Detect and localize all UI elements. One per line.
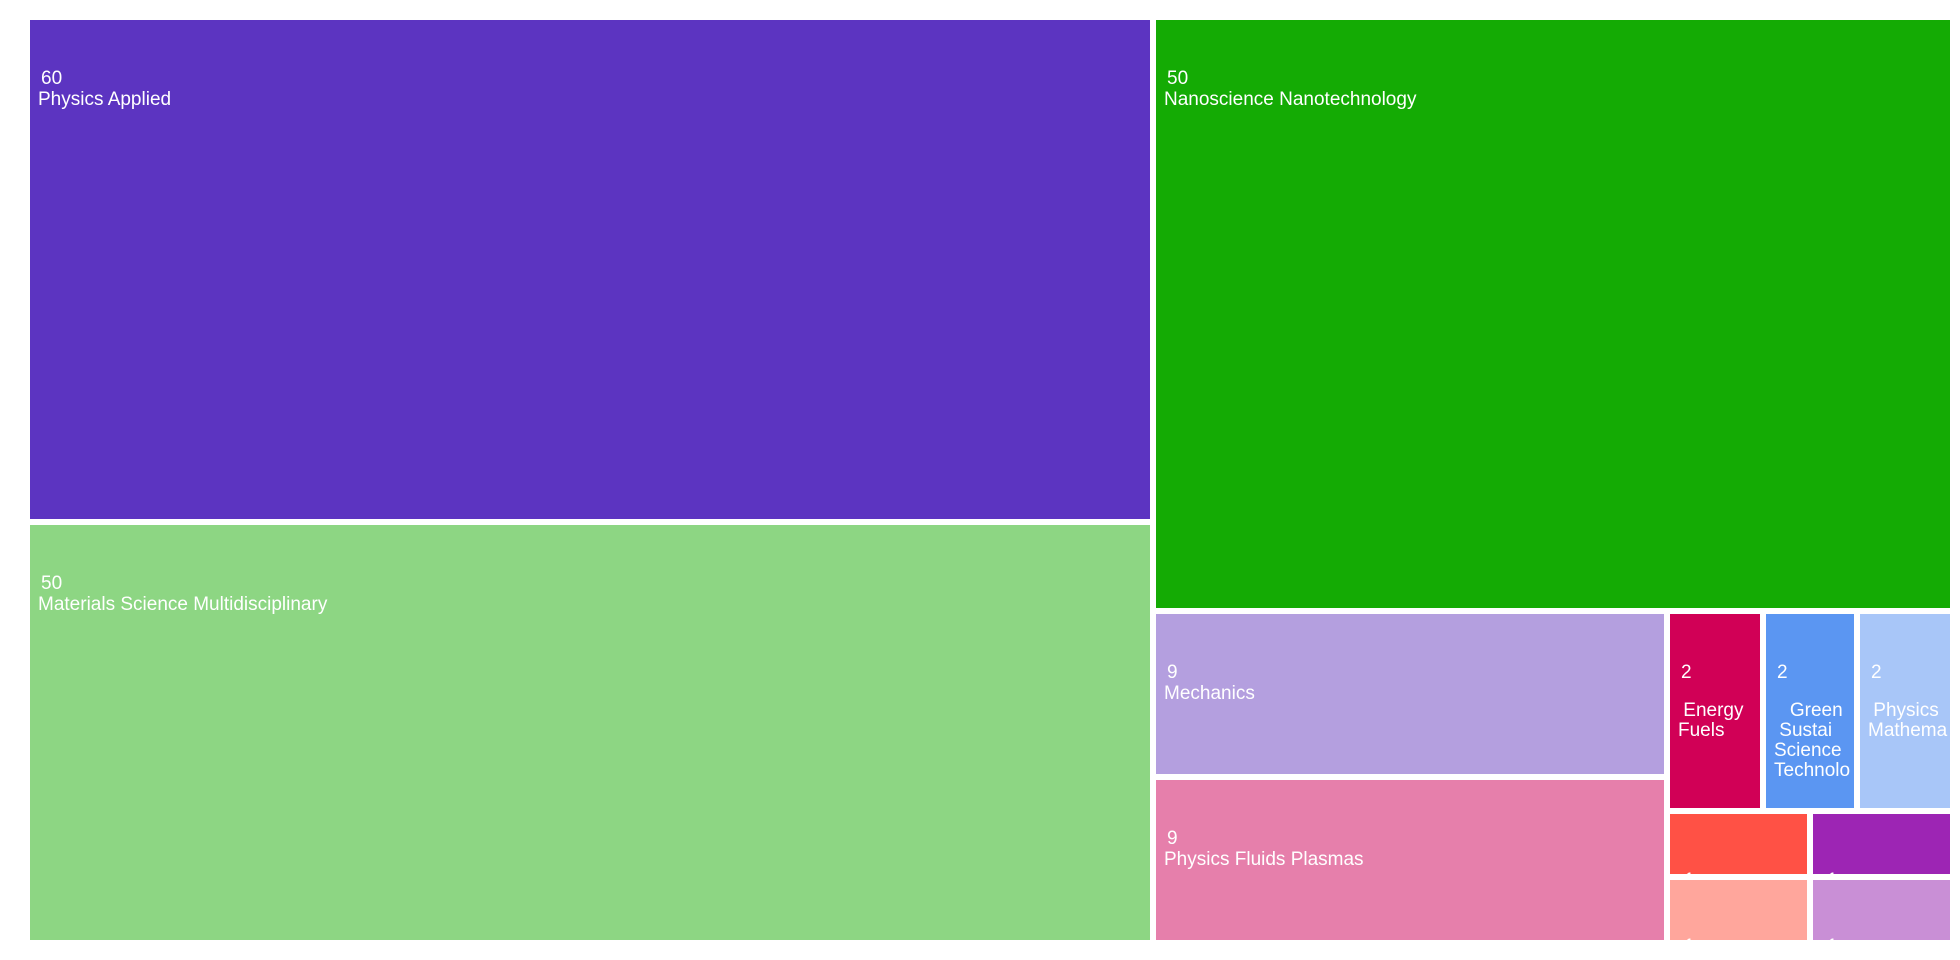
treemap-tile[interactable]: 60 Physics Applied xyxy=(30,20,1150,519)
tile-value: 2 xyxy=(1777,662,1788,683)
tile-value: 50 xyxy=(41,573,63,594)
tile-value: 1 xyxy=(1684,870,1695,874)
treemap-tile[interactable]: 50 Nanoscience Nanotechnology xyxy=(1156,20,1950,608)
treemap-tile[interactable]: 2 Physics Mathema xyxy=(1860,614,1950,808)
tile-value: 2 xyxy=(1871,662,1882,683)
tile-value: 9 xyxy=(1167,828,1178,849)
tile-label: Nanoscience Nanotechnology xyxy=(1164,89,1417,110)
treemap-tile[interactable]: 2 Green Sustai Science Technolo xyxy=(1766,614,1854,808)
treemap-tile[interactable]: 9 Mechanics xyxy=(1156,614,1664,774)
tile-label: Physics Fluids Plasmas xyxy=(1164,849,1364,870)
tile-label: Physics Applied xyxy=(38,89,172,110)
treemap-tile[interactable]: 1 xyxy=(1813,880,1950,940)
treemap-tile[interactable]: 1 xyxy=(1670,880,1807,940)
treemap-tile[interactable]: 50 Materials Science Multidisciplinary xyxy=(30,525,1150,940)
tile-value: 9 xyxy=(1167,662,1178,683)
tile-value: 60 xyxy=(41,68,63,89)
treemap-tile[interactable]: 9 Physics Fluids Plasmas xyxy=(1156,780,1664,940)
treemap-tile[interactable]: 2 Energy Fuels xyxy=(1670,614,1760,808)
treemap-tile[interactable]: 1 xyxy=(1813,814,1950,874)
tile-value: 1 xyxy=(1684,936,1695,940)
tile-value: 1 xyxy=(1827,936,1838,940)
tile-label: Physics Mathema xyxy=(1868,700,1948,741)
tile-label: Green Sustai Science Technolo xyxy=(1774,700,1851,781)
treemap-tile[interactable]: 1 xyxy=(1670,814,1807,874)
tile-label: Materials Science Multidisciplinary xyxy=(38,594,328,615)
tile-label: Mechanics xyxy=(1164,683,1255,704)
tile-value: 1 xyxy=(1827,870,1838,874)
tile-label: Energy Fuels xyxy=(1678,700,1744,741)
tile-value: 2 xyxy=(1681,662,1692,683)
tile-value: 50 xyxy=(1167,68,1189,89)
